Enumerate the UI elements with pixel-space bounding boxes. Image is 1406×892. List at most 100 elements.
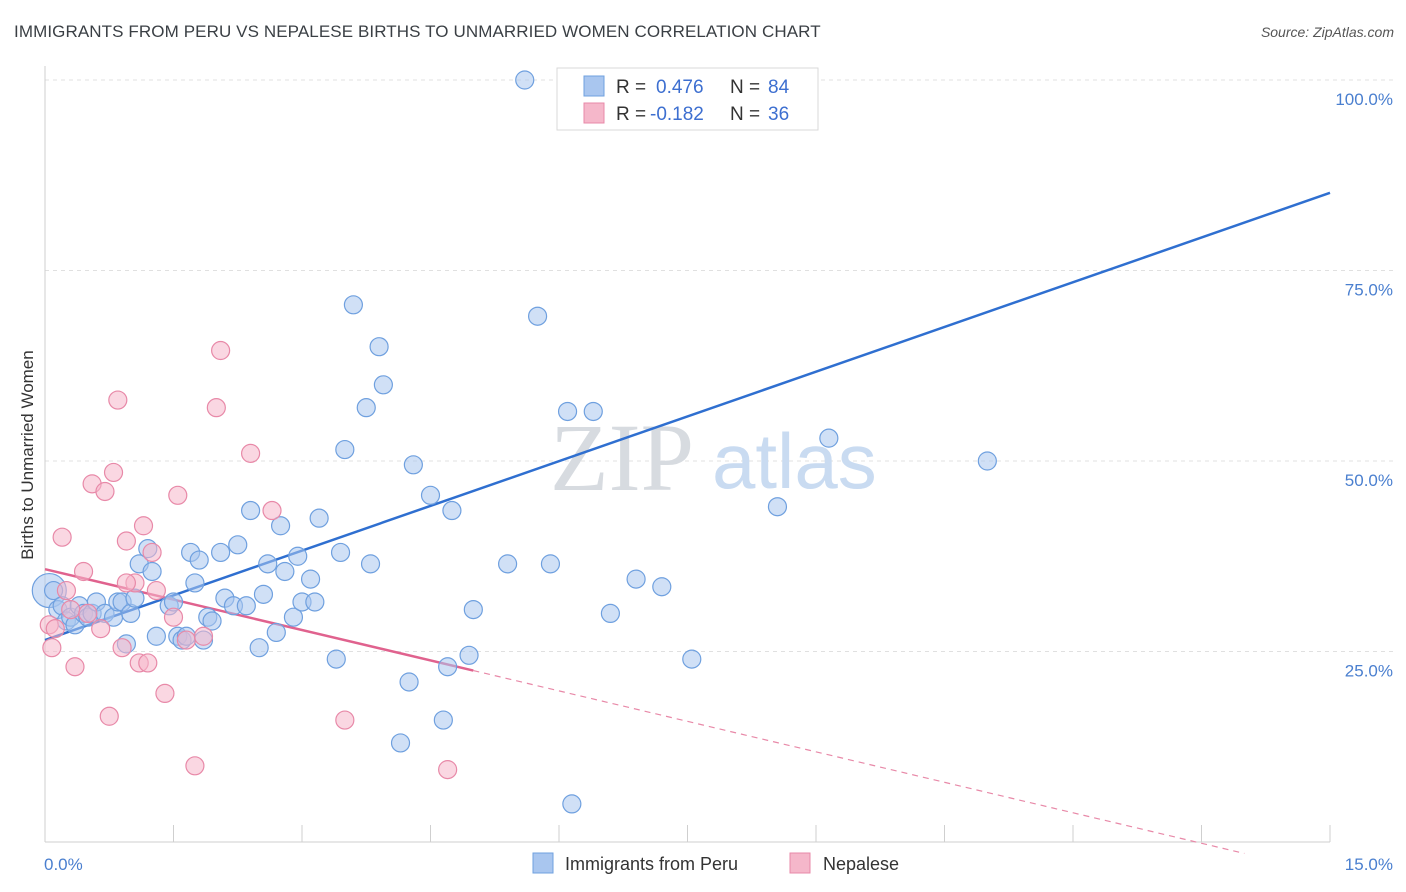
point-nepalese <box>91 619 111 639</box>
x-tick-label: 0.0% <box>44 855 83 874</box>
bottom-legend-swatch-nepalese <box>789 852 811 874</box>
y-tick-labels: 25.0% 50.0% 75.0% 100.0% <box>1335 90 1393 681</box>
point-peru <box>330 542 351 563</box>
trend-line-nepalese <box>44 567 474 672</box>
point-peru <box>819 428 839 448</box>
point-peru <box>228 535 248 555</box>
legend-n-value-nepalese: 36 <box>768 104 789 125</box>
point-peru <box>390 733 411 753</box>
point-peru <box>270 516 291 536</box>
point-nepalese <box>116 531 136 551</box>
point-peru <box>326 649 346 669</box>
legend-n-label-peru: N = <box>730 77 760 98</box>
point-peru <box>527 306 548 326</box>
point-nepalese <box>61 599 81 620</box>
bottom-legend-swatch-peru <box>532 852 554 874</box>
point-peru <box>463 599 483 620</box>
point-nepalese <box>206 398 226 418</box>
y-axis-label: Births to Unmarried Women <box>18 350 37 559</box>
grid-lines <box>45 79 1395 652</box>
point-peru <box>420 485 441 505</box>
point-peru <box>275 561 295 582</box>
correlation-legend: R = 0.476 N = 84 R = -0.182 N = 36 <box>556 67 819 131</box>
point-peru <box>399 672 419 692</box>
point-peru <box>373 375 393 395</box>
point-peru <box>540 554 561 574</box>
point-nepalese <box>176 630 196 650</box>
point-peru <box>343 295 363 315</box>
point-peru <box>356 398 376 418</box>
point-nepalese <box>73 561 94 582</box>
point-nepalese <box>99 706 119 726</box>
point-nepalese <box>211 340 231 361</box>
point-nepalese <box>155 683 175 704</box>
point-nepalese <box>108 390 128 410</box>
point-peru <box>288 546 308 566</box>
legend-r-label-nepalese: R = <box>616 104 646 125</box>
legend-swatch-nepalese <box>583 102 605 124</box>
point-peru <box>185 573 205 593</box>
point-nepalese <box>45 619 65 639</box>
point-peru <box>249 638 269 658</box>
point-peru <box>253 584 274 604</box>
point-nepalese <box>163 607 184 627</box>
point-peru <box>515 70 535 90</box>
legend-r-value-peru: 0.476 <box>656 77 704 98</box>
point-nepalese <box>56 580 77 601</box>
point-peru <box>583 401 603 422</box>
point-peru <box>600 603 621 624</box>
point-peru <box>305 592 325 612</box>
legend-n-label-nepalese: N = <box>730 104 760 125</box>
y-tick-label: 100.0% <box>1335 90 1393 109</box>
point-peru <box>626 569 646 589</box>
watermark-atlas: atlas <box>712 417 877 505</box>
watermark: ZIP atlas <box>550 404 877 511</box>
bottom-legend-label-peru: Immigrants from Peru <box>565 854 738 874</box>
point-peru <box>767 497 788 517</box>
point-nepalese <box>193 626 214 646</box>
point-peru <box>300 569 321 589</box>
point-nepalese <box>78 603 98 624</box>
trend-lines <box>44 191 1331 855</box>
trend-line-peru <box>44 191 1331 642</box>
point-nepalese <box>42 638 62 658</box>
point-nepalese <box>241 443 261 463</box>
legend-r-value-nepalese: -0.182 <box>650 104 704 125</box>
x-tick-labels: 0.0% 15.0% <box>44 855 1393 874</box>
point-nepalese <box>133 516 154 536</box>
point-peru <box>335 439 355 460</box>
point-peru <box>266 622 286 643</box>
point-peru <box>459 645 479 665</box>
point-nepalese <box>262 500 282 521</box>
point-nepalese <box>168 485 188 505</box>
point-peru <box>442 500 462 521</box>
legend-r-label-peru: R = <box>616 77 646 98</box>
point-peru <box>146 626 166 646</box>
trend-extension-nepalese <box>473 669 1245 855</box>
y-tick-label: 25.0% <box>1345 662 1393 681</box>
point-nepalese <box>112 638 132 658</box>
point-peru <box>977 451 997 471</box>
point-peru <box>498 554 518 574</box>
chart-title: IMMIGRANTS FROM PERU VS NEPALESE BIRTHS … <box>14 22 821 41</box>
point-peru <box>557 401 578 422</box>
y-tick-label: 75.0% <box>1345 281 1393 300</box>
series-legend: Immigrants from Peru Nepalese <box>532 852 899 874</box>
point-peru <box>283 607 304 627</box>
point-peru <box>142 561 162 582</box>
bottom-legend-label-nepalese: Nepalese <box>823 854 899 874</box>
point-peru <box>433 710 453 730</box>
axes <box>44 66 1331 843</box>
point-nepalese <box>335 710 355 730</box>
point-peru <box>309 508 329 528</box>
point-nepalese <box>116 573 136 593</box>
point-nepalese <box>103 462 124 483</box>
point-peru <box>202 611 222 631</box>
y-tick-label: 50.0% <box>1345 471 1393 490</box>
point-peru <box>562 794 582 814</box>
point-peru <box>403 455 423 475</box>
point-peru <box>241 500 261 521</box>
point-nepalese <box>138 653 158 673</box>
point-peru <box>360 554 381 574</box>
